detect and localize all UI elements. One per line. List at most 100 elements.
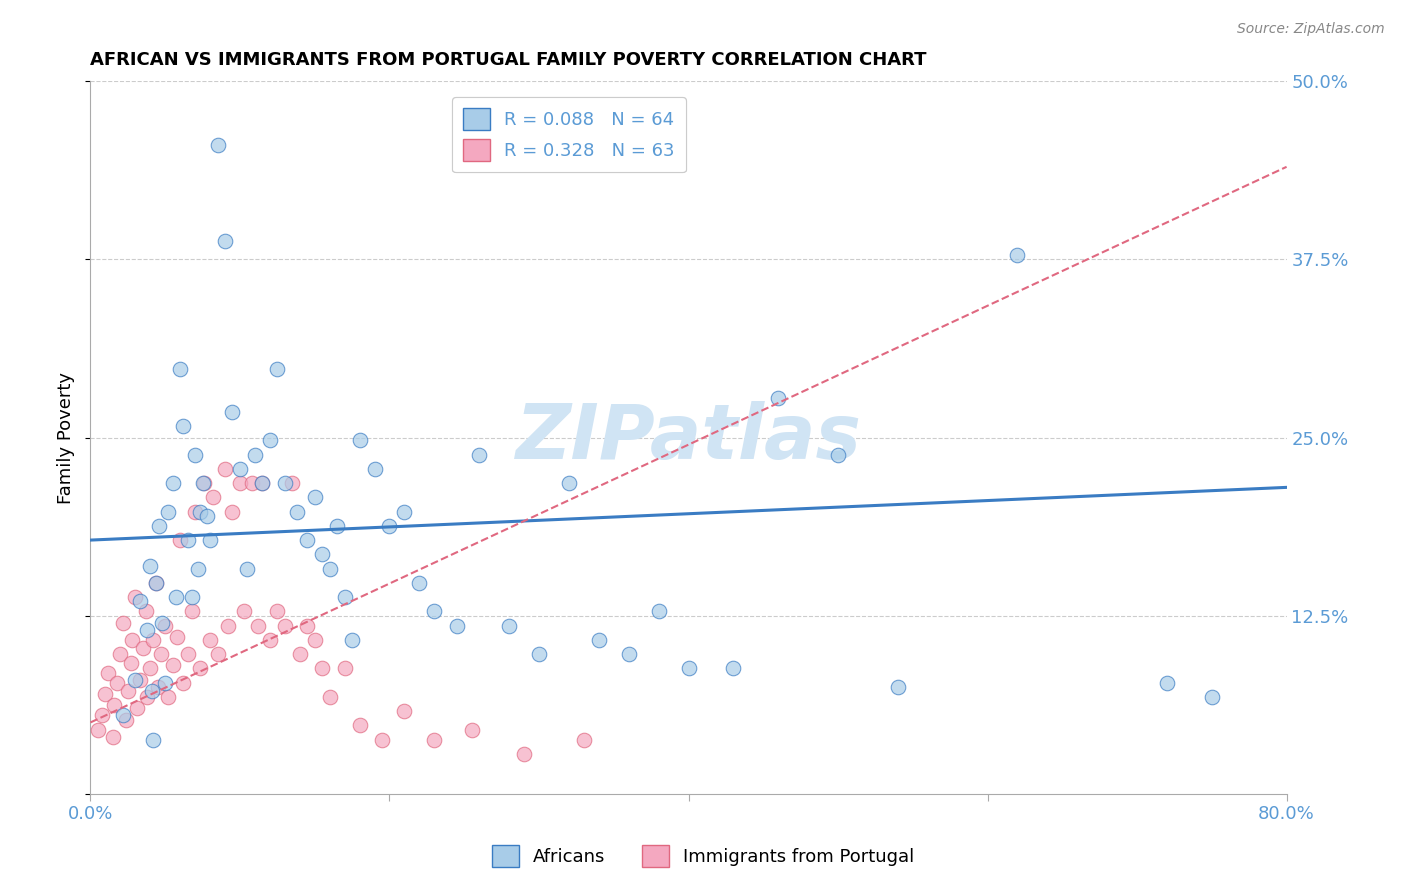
Point xyxy=(184,505,207,519)
Point xyxy=(87,723,110,737)
Point xyxy=(207,647,229,661)
Point xyxy=(136,623,159,637)
Point xyxy=(181,590,204,604)
Point xyxy=(259,632,281,647)
Point xyxy=(124,590,146,604)
Point xyxy=(121,632,143,647)
Point xyxy=(207,138,229,153)
Point xyxy=(103,698,125,713)
Point xyxy=(188,661,211,675)
Point xyxy=(172,419,194,434)
Point xyxy=(132,641,155,656)
Point xyxy=(157,505,180,519)
Point xyxy=(193,476,215,491)
Point xyxy=(513,747,536,761)
Point xyxy=(155,618,177,632)
Point xyxy=(188,505,211,519)
Point xyxy=(91,708,114,723)
Y-axis label: Family Poverty: Family Poverty xyxy=(58,371,75,503)
Point xyxy=(195,508,218,523)
Point xyxy=(311,547,333,561)
Point xyxy=(572,732,595,747)
Point xyxy=(135,604,157,618)
Point xyxy=(150,615,173,630)
Point xyxy=(184,448,207,462)
Point xyxy=(198,533,221,547)
Point xyxy=(394,505,416,519)
Point xyxy=(117,684,139,698)
Point xyxy=(157,690,180,704)
Point xyxy=(887,680,910,694)
Point xyxy=(146,680,169,694)
Point xyxy=(165,590,187,604)
Point xyxy=(408,575,430,590)
Point xyxy=(145,575,167,590)
Point xyxy=(281,476,304,491)
Point xyxy=(297,618,319,632)
Point xyxy=(155,675,177,690)
Point xyxy=(172,675,194,690)
Point xyxy=(1007,248,1029,262)
Point xyxy=(217,618,239,632)
Point xyxy=(202,491,225,505)
Point xyxy=(588,632,610,647)
Point xyxy=(142,732,165,747)
Point xyxy=(827,448,849,462)
Point xyxy=(112,708,135,723)
Point xyxy=(101,730,124,744)
Point xyxy=(363,462,385,476)
Point xyxy=(97,665,120,680)
Point xyxy=(139,558,162,573)
Text: Source: ZipAtlas.com: Source: ZipAtlas.com xyxy=(1237,22,1385,37)
Point xyxy=(349,718,371,732)
Point xyxy=(252,476,274,491)
Point xyxy=(120,656,142,670)
Point xyxy=(461,723,484,737)
Point xyxy=(169,362,191,376)
Point xyxy=(266,362,288,376)
Point xyxy=(229,476,252,491)
Point xyxy=(191,476,214,491)
Legend: Africans, Immigrants from Portugal: Africans, Immigrants from Portugal xyxy=(485,838,921,874)
Point xyxy=(498,618,520,632)
Point xyxy=(678,661,700,675)
Point xyxy=(94,687,117,701)
Point xyxy=(394,704,416,718)
Point xyxy=(124,673,146,687)
Point xyxy=(128,673,150,687)
Point xyxy=(378,519,401,533)
Point xyxy=(214,234,236,248)
Point xyxy=(318,690,340,704)
Point xyxy=(198,632,221,647)
Point xyxy=(181,604,204,618)
Point xyxy=(166,630,188,644)
Point xyxy=(333,661,356,675)
Point xyxy=(233,604,256,618)
Point xyxy=(105,675,128,690)
Point xyxy=(446,618,468,632)
Point xyxy=(145,575,167,590)
Point xyxy=(176,533,198,547)
Point xyxy=(558,476,581,491)
Point xyxy=(617,647,640,661)
Point xyxy=(326,519,349,533)
Point xyxy=(266,604,288,618)
Point xyxy=(246,618,269,632)
Point xyxy=(112,615,135,630)
Point xyxy=(423,604,446,618)
Point xyxy=(162,658,184,673)
Point xyxy=(304,491,326,505)
Point xyxy=(527,647,550,661)
Point xyxy=(141,684,163,698)
Text: ZIPatlas: ZIPatlas xyxy=(516,401,862,475)
Point xyxy=(214,462,236,476)
Point xyxy=(423,732,446,747)
Point xyxy=(142,632,165,647)
Point xyxy=(187,561,209,575)
Text: AFRICAN VS IMMIGRANTS FROM PORTUGAL FAMILY POVERTY CORRELATION CHART: AFRICAN VS IMMIGRANTS FROM PORTUGAL FAMI… xyxy=(90,51,927,69)
Point xyxy=(285,505,308,519)
Point xyxy=(110,647,132,661)
Legend: R = 0.088   N = 64, R = 0.328   N = 63: R = 0.088 N = 64, R = 0.328 N = 63 xyxy=(453,97,686,172)
Point xyxy=(221,405,243,419)
Point xyxy=(139,661,162,675)
